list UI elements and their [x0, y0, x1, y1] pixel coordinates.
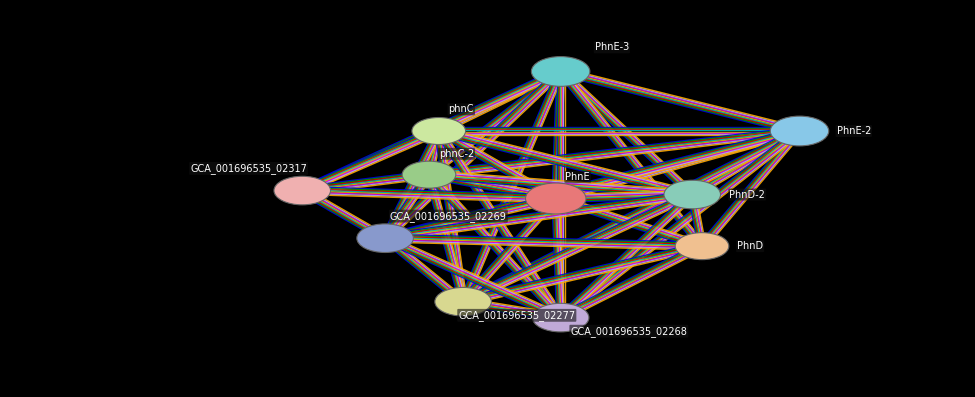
Ellipse shape [531, 56, 590, 87]
Text: PhnE: PhnE [566, 172, 590, 182]
Text: PhnD: PhnD [737, 241, 763, 251]
Ellipse shape [274, 176, 331, 205]
Ellipse shape [532, 303, 589, 332]
Text: phnC-2: phnC-2 [439, 149, 474, 159]
Ellipse shape [435, 287, 491, 316]
Text: GCA_001696535_02268: GCA_001696535_02268 [570, 326, 687, 337]
Ellipse shape [526, 183, 586, 214]
Text: PhnE-2: PhnE-2 [837, 126, 871, 136]
Text: GCA_001696535_02317: GCA_001696535_02317 [190, 163, 307, 174]
Ellipse shape [664, 180, 721, 209]
Text: PhnD-2: PhnD-2 [729, 189, 765, 200]
Text: GCA_001696535_02277: GCA_001696535_02277 [458, 310, 575, 321]
Ellipse shape [675, 233, 729, 260]
Text: GCA_001696535_02269: GCA_001696535_02269 [390, 211, 507, 222]
Ellipse shape [411, 118, 466, 145]
Text: PhnE-3: PhnE-3 [595, 42, 629, 52]
Ellipse shape [770, 116, 829, 146]
Ellipse shape [357, 224, 413, 252]
Ellipse shape [402, 161, 456, 188]
Text: phnC: phnC [448, 104, 474, 114]
